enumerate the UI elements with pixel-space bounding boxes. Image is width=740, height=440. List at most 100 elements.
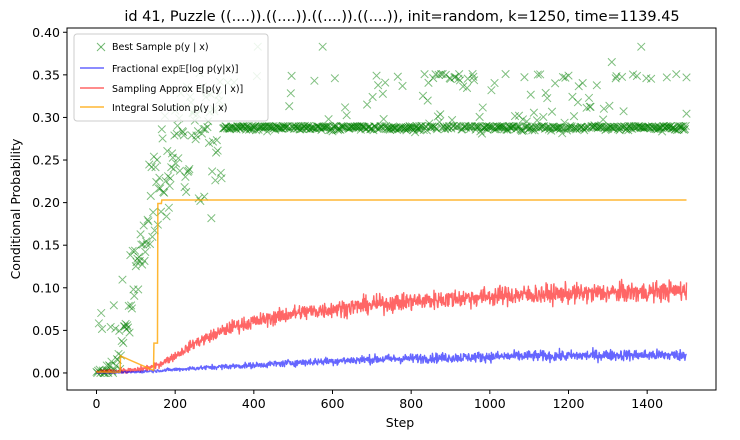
scatter-point: [526, 90, 535, 99]
scatter-point: [420, 70, 429, 79]
scatter-point: [127, 304, 137, 313]
scatter-point: [130, 291, 139, 300]
x-axis-title: Step: [386, 415, 415, 430]
scatter-point: [134, 285, 143, 294]
scatter-point: [105, 361, 115, 371]
scatter-point: [680, 124, 690, 134]
scatter-point: [136, 230, 145, 239]
scatter-point: [141, 247, 150, 257]
scatter-point: [97, 324, 107, 334]
scatter-point: [285, 102, 294, 111]
scatter-point: [161, 176, 170, 186]
scatter-point: [533, 70, 542, 79]
x-tick-label: 800: [399, 396, 423, 411]
scatter-point: [212, 136, 222, 145]
y-tick-label: 0.35: [32, 67, 60, 82]
scatter-point: [469, 72, 478, 81]
scatter-point: [181, 172, 190, 181]
scatter-point: [154, 184, 163, 193]
y-axis-title: Conditional Probability: [8, 138, 23, 279]
scatter-point: [398, 81, 407, 91]
scatter-point: [287, 71, 296, 80]
scatter-point: [573, 98, 583, 107]
scatter-point: [547, 107, 557, 116]
scatter-point: [167, 163, 176, 172]
scatter-point: [123, 323, 133, 332]
legend-item-sampling: Sampling Approx E[p(y | x)]: [80, 84, 243, 95]
scatter-point: [199, 124, 208, 134]
scatter-point: [147, 162, 156, 172]
scatter-point: [611, 74, 620, 83]
scatter-point: [310, 76, 319, 85]
x-tick-label: 400: [242, 396, 266, 411]
scatter-point: [585, 102, 594, 111]
scatter-point: [106, 322, 115, 332]
scatter-point: [146, 191, 155, 201]
scatter-point: [163, 146, 172, 156]
scatter-point: [125, 328, 134, 337]
scatter-point: [178, 127, 188, 137]
scatter-point: [166, 174, 175, 183]
scatter-point: [443, 124, 453, 133]
scatter-point: [151, 163, 160, 172]
scatter-point: [520, 73, 529, 82]
scatter-point: [164, 203, 174, 212]
scatter-point: [436, 110, 445, 119]
scatter-point: [441, 70, 450, 80]
scatter-point: [558, 72, 568, 82]
x-tick-label: 600: [321, 396, 345, 411]
scatter-point: [123, 321, 132, 330]
y-tick-label: 0.10: [32, 280, 60, 295]
scatter-point: [598, 115, 608, 124]
y-tick-label: 0.20: [32, 195, 60, 210]
legend-item-best-sample: Best Sample p(y | x): [96, 42, 209, 53]
scatter-point: [194, 194, 203, 203]
scatter-point: [362, 100, 372, 109]
scatter-point: [393, 72, 402, 81]
scatter-point: [162, 212, 171, 221]
scatter-point: [368, 92, 377, 102]
scatter-point: [318, 42, 327, 51]
scatter-point: [197, 129, 207, 138]
scatter-point: [155, 173, 164, 182]
scatter-point: [543, 93, 552, 103]
scatter-point: [193, 127, 203, 136]
scatter-point: [174, 154, 183, 163]
scatter-point: [211, 176, 220, 185]
scatter-point: [586, 102, 595, 111]
scatter-point: [140, 256, 149, 266]
scatter-point: [141, 237, 151, 246]
scatter-point: [279, 122, 288, 131]
scatter-point: [462, 83, 472, 93]
scatter-point: [536, 70, 545, 79]
legend-label-fractional: Fractional exp𝔼[log p(y|x)]: [112, 64, 238, 75]
scatter-point: [179, 131, 188, 140]
scatter-point: [142, 240, 152, 249]
scatter-point: [541, 88, 550, 98]
scatter-point: [207, 214, 216, 223]
scatter-point: [296, 121, 306, 131]
scatter-point: [372, 71, 381, 80]
scatter-point: [681, 121, 690, 131]
scatter-point: [584, 93, 594, 103]
scatter-point: [682, 73, 691, 82]
scatter-point: [619, 107, 628, 116]
scatter-point: [477, 129, 487, 138]
scatter-point: [564, 71, 573, 80]
scatter-point: [572, 125, 581, 134]
legend-item-integral: Integral Solution p(y | x): [80, 103, 227, 114]
scatter-point: [132, 257, 141, 267]
scatter-point: [487, 86, 496, 95]
scatter-point: [172, 129, 181, 139]
scatter-point: [429, 73, 438, 83]
legend-label-sampling: Sampling Approx E[p(y | x)]: [112, 84, 243, 95]
scatter-point: [97, 308, 106, 318]
legend-label-best-sample: Best Sample p(y | x): [112, 42, 209, 53]
scatter-point: [379, 114, 388, 124]
plot-frame: [66, 27, 717, 391]
scatter-point: [182, 187, 191, 197]
scatter-point: [501, 69, 510, 79]
scatter-point: [432, 125, 442, 134]
scatter-point: [137, 260, 147, 269]
